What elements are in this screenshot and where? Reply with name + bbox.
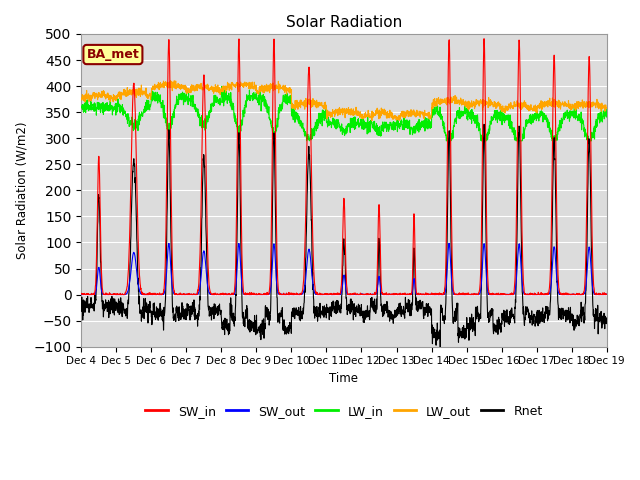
Y-axis label: Solar Radiation (W/m2): Solar Radiation (W/m2)	[15, 121, 28, 259]
Text: BA_met: BA_met	[86, 48, 140, 61]
Title: Solar Radiation: Solar Radiation	[286, 15, 402, 30]
Legend: SW_in, SW_out, LW_in, LW_out, Rnet: SW_in, SW_out, LW_in, LW_out, Rnet	[140, 400, 548, 423]
X-axis label: Time: Time	[330, 372, 358, 385]
